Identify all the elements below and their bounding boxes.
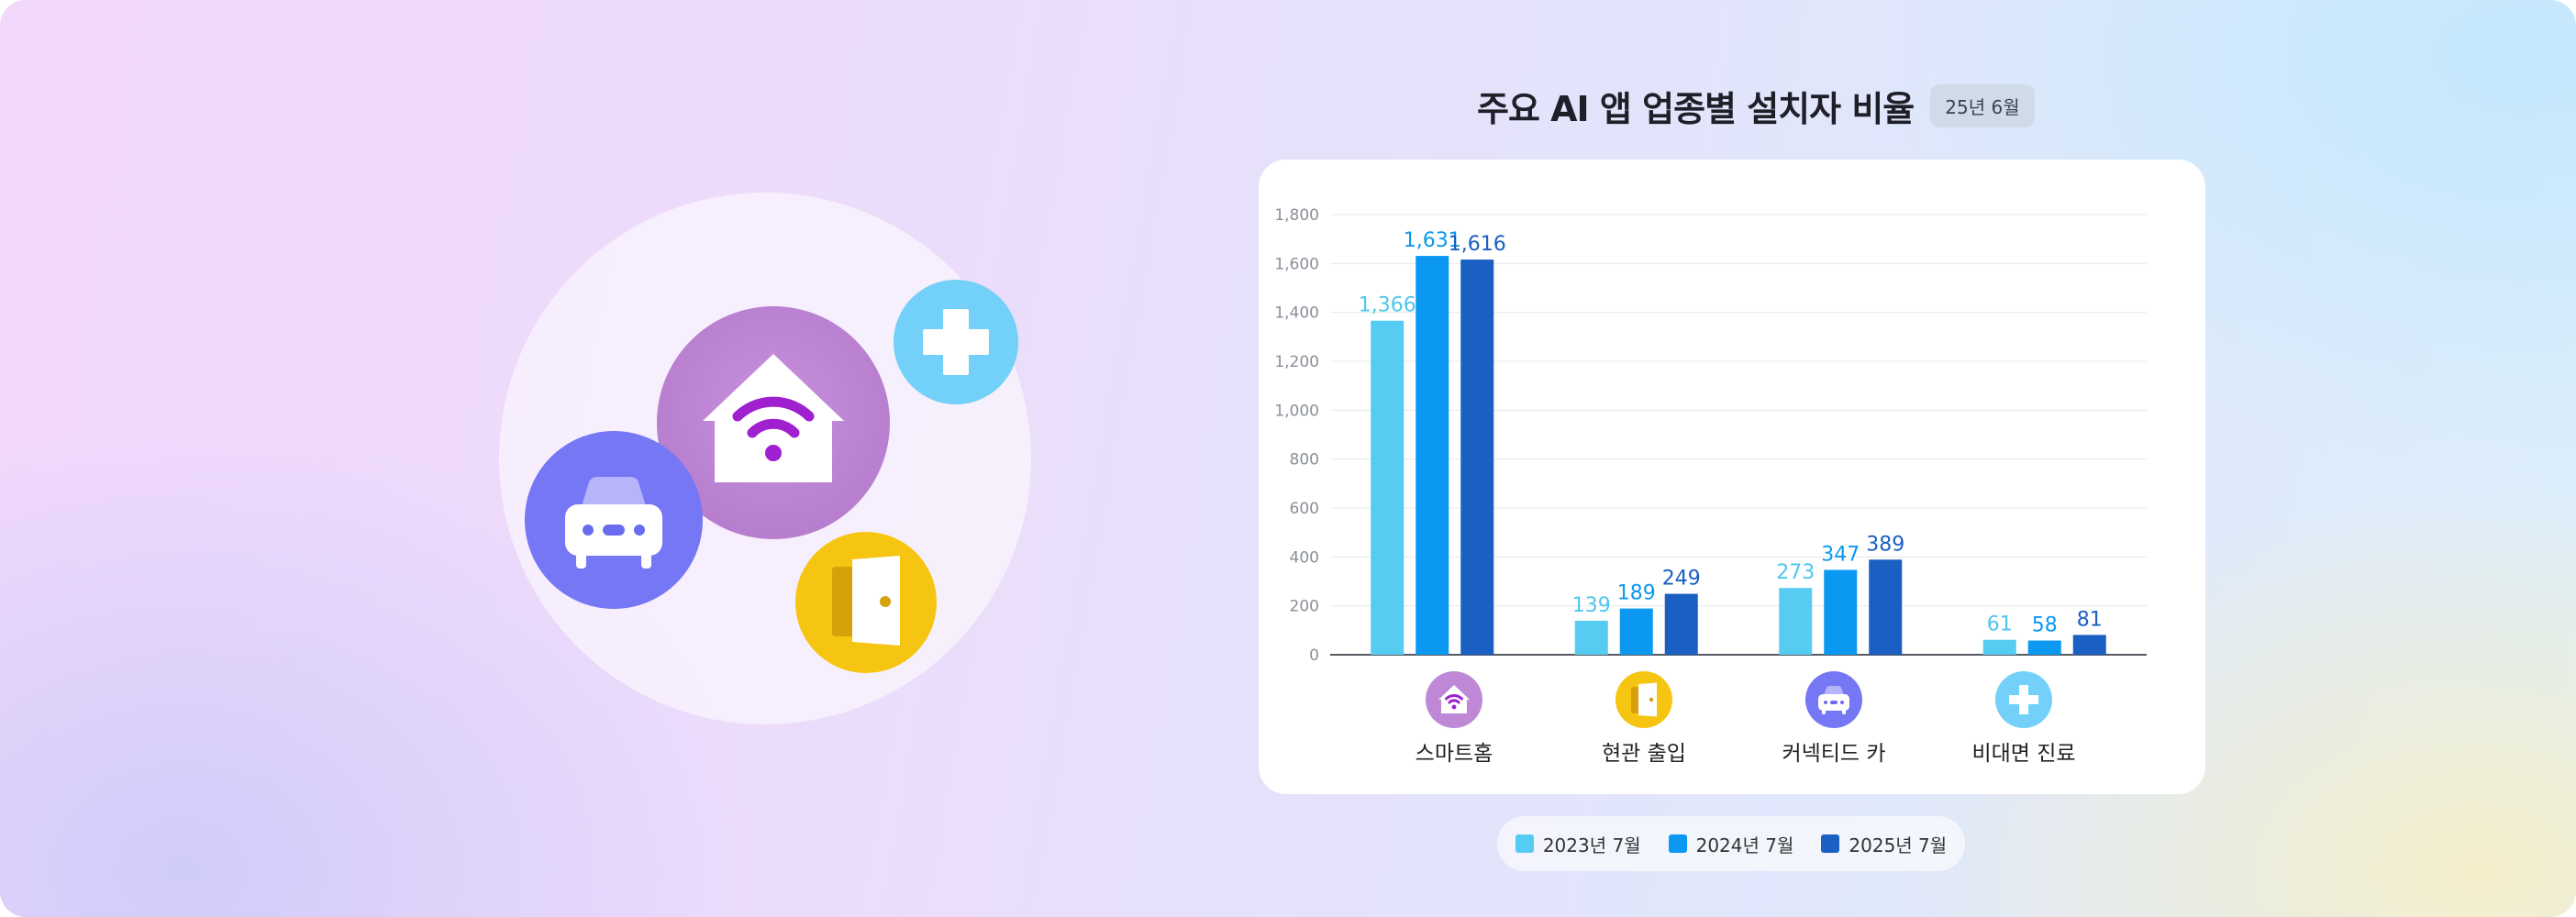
chart-legend: 2023년 7월 2024년 7월 2025년 7월 [1497,816,1965,871]
y-tick-label: 200 [1290,598,1319,616]
y-tick-label: 1,600 [1274,255,1319,273]
category-label-smart-home: 스마트홈 [1415,742,1493,766]
bar-chart: 0 200 400 600 800 1,000 1,200 1,400 1,600 1,800 1,… [1274,206,2147,665]
legend-item-2023: 2023년 7월 [1515,831,1641,857]
bar [1574,620,1608,655]
bar [1824,569,1858,655]
bar [2027,640,2061,655]
bar-value-label: 61 [1987,613,2013,636]
bar [1982,639,2016,655]
legend-label-2024: 2024년 7월 [1695,834,1794,856]
bar [2072,635,2106,655]
y-tick-label: 600 [1290,500,1319,518]
y-tick-label: 1,800 [1274,206,1319,225]
bar [1779,588,1813,655]
bar-value-label: 189 [1617,582,1656,605]
medical-cross-icon [1995,671,2052,732]
legend-swatch-2025 [1821,834,1840,853]
door-icon [1616,671,1672,732]
bar-value-label: 1,366 [1359,294,1416,317]
car-icon [525,431,703,609]
y-tick-label: 0 [1309,646,1319,665]
legend-swatch-2024 [1668,834,1687,853]
chart-title: 주요 AI 앱 업종별 설치자 비율 [1477,89,1915,129]
bar-value-label: 249 [1662,568,1701,591]
category-label-telemedicine: 비대면 진료 [1971,742,2076,766]
bar-value-label: 347 [1821,543,1860,566]
date-badge: 25년 6월 [1930,84,2035,127]
bar-value-label: 1,616 [1449,233,1506,256]
category-label-connected-car: 커넥티드 카 [1782,742,1886,766]
legend-item-2025: 2025년 7월 [1821,831,1947,857]
bar [1460,260,1494,655]
legend-swatch-2023 [1515,834,1534,853]
y-tick-label: 1,400 [1274,304,1319,323]
y-tick-label: 1,000 [1274,402,1319,420]
bar-value-label: 58 [2032,614,2058,637]
car-icon [1805,671,1862,732]
bar [1664,593,1698,655]
y-tick-label: 800 [1290,451,1319,470]
legend-item-2024: 2024년 7월 [1668,831,1794,857]
bar-value-label: 81 [2077,608,2103,631]
bar [1416,256,1449,655]
bar-value-label: 389 [1866,533,1904,556]
bar-value-label: 139 [1572,594,1611,617]
y-tick-label: 1,200 [1274,353,1319,371]
y-tick-label: 400 [1290,548,1319,567]
smart-home-wifi-icon [1426,671,1482,732]
door-icon [795,532,937,673]
legend-label-2025: 2025년 7월 [1849,834,1948,856]
chart-card: 0 200 400 600 800 1,000 1,200 1,400 1,600 1,800 1,… [1259,160,2205,794]
bar-value-label: 273 [1776,561,1815,584]
category-label-door-access: 현관 출입 [1602,742,1686,766]
bar [1619,608,1653,655]
bar [1869,559,1903,655]
medical-cross-icon [894,280,1018,404]
bar [1371,320,1405,655]
legend-label-2023: 2023년 7월 [1542,834,1641,856]
bar-value-label: 1,631 [1404,229,1461,252]
smart-home-wifi-icon [657,306,890,539]
